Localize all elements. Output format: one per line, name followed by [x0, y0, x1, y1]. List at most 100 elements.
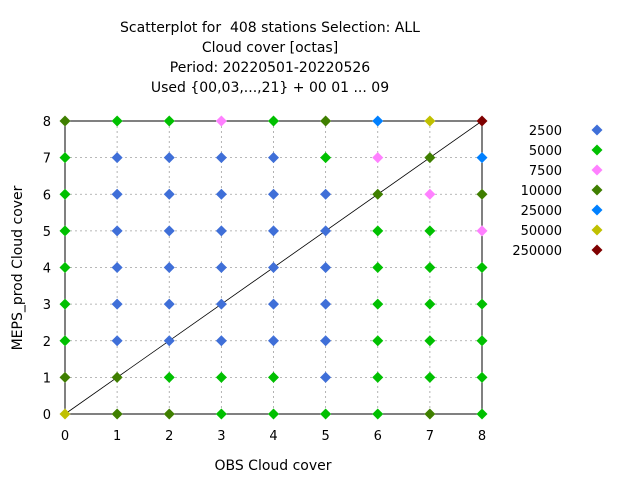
legend-label: 5000	[529, 144, 562, 159]
data-point	[372, 115, 384, 127]
y-tick-label: 5	[43, 225, 51, 240]
data-point	[215, 262, 227, 273]
data-point	[424, 115, 436, 127]
data-point	[111, 152, 123, 164]
data-point	[320, 188, 332, 200]
data-point	[111, 188, 123, 200]
data-point	[215, 335, 227, 347]
data-point	[163, 335, 175, 347]
data-point	[268, 188, 279, 200]
data-point	[163, 408, 175, 420]
legend-marker	[591, 204, 603, 216]
data-point	[476, 371, 488, 383]
data-point	[163, 152, 175, 164]
data-point	[163, 262, 175, 273]
legend-label: 7500	[529, 164, 562, 179]
data-point	[111, 298, 123, 310]
y-tick-label: 8	[43, 115, 51, 130]
data-point	[424, 262, 436, 273]
data-point	[320, 115, 332, 127]
data-point	[163, 371, 175, 383]
data-point	[476, 298, 488, 310]
x-tick-label: 0	[61, 429, 69, 444]
x-tick-label: 4	[269, 429, 277, 444]
data-point	[320, 262, 332, 273]
data-point	[320, 371, 332, 383]
legend: 2500 5000 7500 10000 25000 50000 250000	[512, 124, 603, 259]
x-tick-label: 2	[165, 429, 173, 444]
data-point	[372, 335, 384, 347]
data-point	[268, 225, 279, 237]
data-point	[424, 225, 436, 237]
y-tick-label: 2	[43, 335, 51, 350]
y-tick-label: 6	[43, 188, 51, 203]
data-point	[476, 188, 488, 200]
data-point	[268, 408, 279, 420]
data-point	[215, 371, 227, 383]
legend-marker	[591, 124, 603, 136]
data-point	[372, 408, 384, 420]
y-tick-label: 1	[43, 371, 51, 386]
data-point	[215, 408, 227, 420]
data-point	[372, 371, 384, 383]
data-point	[163, 298, 175, 310]
data-point	[59, 371, 71, 383]
data-point	[268, 262, 279, 273]
y-tick-label: 0	[43, 408, 51, 423]
data-point	[476, 152, 488, 164]
chart-title-line-3: Period: 20220501-20220526	[169, 60, 371, 76]
x-tick-label: 3	[217, 429, 225, 444]
data-point	[111, 225, 123, 237]
data-point	[59, 262, 71, 273]
x-tick-labels: 0 1 2 3 4 5 6 7 8	[61, 429, 486, 444]
data-point	[268, 371, 279, 383]
x-tick-label: 5	[321, 429, 329, 444]
data-point	[268, 115, 279, 127]
data-point	[111, 371, 123, 383]
y-axis-title: MEPS_prod Cloud cover	[10, 185, 26, 350]
legend-marker	[591, 164, 603, 176]
data-point	[59, 115, 71, 127]
data-point	[476, 262, 488, 273]
data-point	[59, 152, 71, 164]
data-point	[372, 225, 384, 237]
data-points	[59, 115, 488, 420]
data-point	[320, 298, 332, 310]
data-point	[372, 262, 384, 273]
legend-marker	[591, 244, 603, 256]
data-point	[59, 188, 71, 200]
legend-label: 250000	[512, 244, 562, 259]
data-point	[476, 115, 488, 127]
data-point	[111, 335, 123, 347]
x-tick-label: 7	[426, 429, 434, 444]
data-point	[111, 262, 123, 273]
data-point	[424, 152, 436, 164]
data-point	[268, 152, 279, 164]
data-point	[215, 298, 227, 310]
data-point	[215, 188, 227, 200]
legend-label: 25000	[521, 204, 562, 219]
chart-title-line-1: Scatterplot for 408 stations Selection: …	[120, 20, 420, 36]
data-point	[268, 335, 279, 347]
data-point	[268, 298, 279, 310]
legend-label: 2500	[529, 124, 562, 139]
data-point	[215, 225, 227, 237]
chart-title-line-4: Used {00,03,...,21} + 00 01 ... 09	[150, 80, 390, 96]
chart-title-line-2: Cloud cover [octas]	[201, 40, 339, 56]
data-point	[320, 408, 332, 420]
data-point	[59, 225, 71, 237]
data-point	[163, 188, 175, 200]
data-point	[320, 335, 332, 347]
data-point	[111, 115, 123, 127]
data-point	[476, 225, 488, 237]
data-point	[424, 371, 436, 383]
y-tick-label: 7	[43, 152, 51, 167]
data-point	[215, 115, 227, 127]
data-point	[372, 188, 384, 200]
x-tick-label: 1	[113, 429, 121, 444]
data-point	[424, 298, 436, 310]
data-point	[59, 335, 71, 347]
data-point	[476, 408, 488, 420]
data-point	[59, 408, 71, 420]
